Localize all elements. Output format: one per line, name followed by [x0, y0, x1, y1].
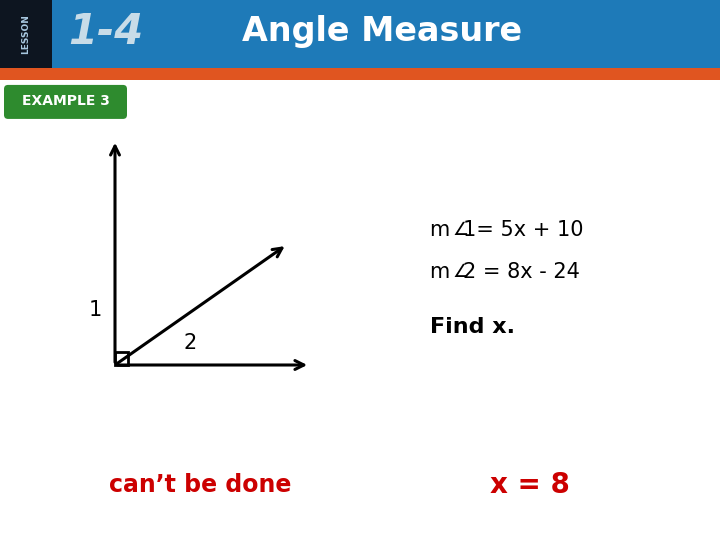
- Text: ∠: ∠: [452, 220, 468, 239]
- Text: 1-4: 1-4: [68, 11, 143, 53]
- Bar: [0, 68, 720, 80]
- FancyBboxPatch shape: [4, 85, 127, 119]
- Text: m: m: [430, 261, 457, 281]
- Text: Angle Measure: Angle Measure: [241, 16, 522, 49]
- Text: LESSON: LESSON: [22, 14, 30, 53]
- Text: m: m: [430, 220, 457, 240]
- Text: 2: 2: [184, 333, 197, 353]
- Text: Find x.: Find x.: [430, 316, 515, 336]
- Bar: [0, 0, 52, 80]
- Bar: [115, 352, 128, 365]
- Text: x = 8: x = 8: [490, 471, 570, 499]
- Text: 1: 1: [89, 300, 102, 320]
- Text: ∠: ∠: [452, 262, 468, 281]
- Text: 1= 5x + 10: 1= 5x + 10: [463, 220, 583, 240]
- Text: 2 = 8x - 24: 2 = 8x - 24: [463, 261, 580, 281]
- Text: can’t be done: can’t be done: [109, 473, 291, 497]
- Text: EXAMPLE 3: EXAMPLE 3: [22, 94, 109, 108]
